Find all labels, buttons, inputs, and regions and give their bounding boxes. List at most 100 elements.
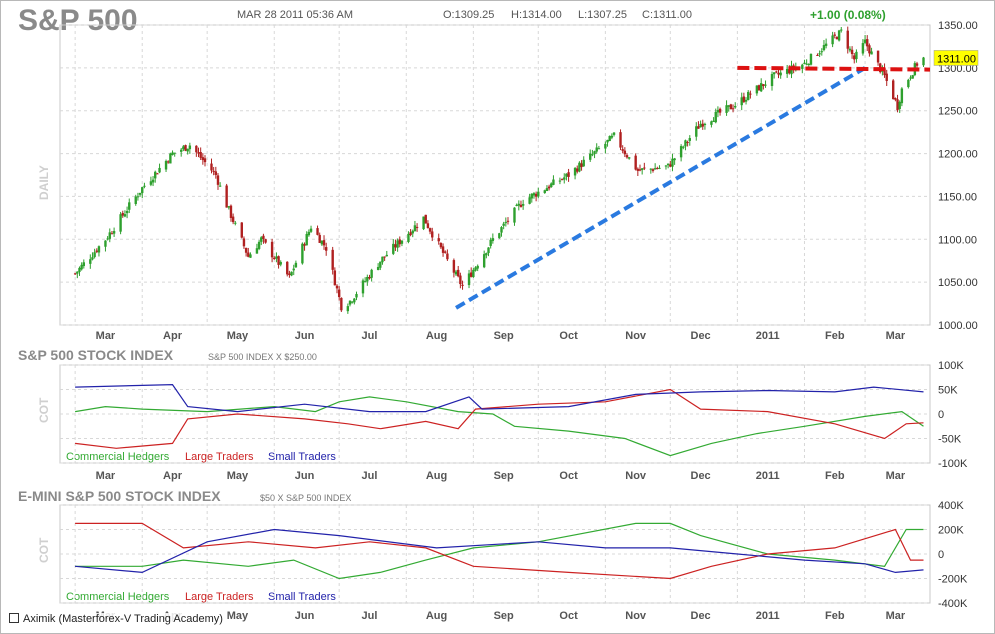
candle-body <box>610 135 614 138</box>
candle-body <box>195 145 198 153</box>
y-tick-label: 1300.00 <box>938 63 978 75</box>
candle-body <box>454 271 458 275</box>
candle-body <box>747 91 750 101</box>
candle-body <box>909 77 912 79</box>
candle-body <box>900 88 904 104</box>
candle-body <box>335 285 339 289</box>
candle-body <box>108 232 111 239</box>
candle-body <box>459 275 462 285</box>
candle-body <box>515 204 518 206</box>
x-tick-label: Mar <box>886 330 906 342</box>
candle-body <box>309 228 313 232</box>
candle-body <box>411 230 414 234</box>
candle-body <box>729 104 733 110</box>
x-tick-label: Aug <box>426 610 447 622</box>
candle-body <box>350 301 354 303</box>
x-tick-label: May <box>227 610 249 622</box>
candle-body <box>89 259 92 264</box>
candle-body <box>156 173 159 175</box>
candle-body <box>270 241 274 258</box>
candle-body <box>457 269 460 277</box>
candle-body <box>467 273 471 286</box>
candle-body <box>316 228 319 235</box>
candle-body <box>550 183 553 188</box>
candle-body <box>727 105 730 107</box>
candle-body <box>534 193 538 197</box>
candle-body <box>640 168 644 171</box>
candle-body <box>608 136 611 142</box>
candle-body <box>288 273 291 276</box>
candle-body <box>173 152 176 154</box>
candle-body <box>424 214 427 224</box>
candle-body <box>407 233 410 243</box>
candle-body <box>257 241 261 249</box>
x-tick-label: Apr <box>163 470 183 482</box>
last-price-tag <box>933 50 979 66</box>
candle-body <box>521 203 525 206</box>
cot-series-small-traders <box>75 528 924 574</box>
x-tick-label: Dec <box>691 470 711 482</box>
candle-body <box>392 243 395 254</box>
candle-body <box>621 149 624 151</box>
candle-body <box>340 297 343 311</box>
resistance-line <box>737 65 931 72</box>
x-tick-label: Nov <box>625 610 647 622</box>
candle-body <box>749 93 752 95</box>
candle-body <box>807 63 811 65</box>
x-tick-label: Nov <box>625 470 647 482</box>
candle-body <box>634 155 637 170</box>
candle-body <box>684 140 687 147</box>
x-tick-label: Mar <box>886 470 906 482</box>
candle-body <box>121 213 124 216</box>
candle-body <box>264 239 267 243</box>
y-tick-label: 200K <box>938 525 964 537</box>
candle-body <box>188 145 192 150</box>
candle-body <box>119 214 122 232</box>
candle-body <box>820 51 823 53</box>
x-tick-label: Aug <box>426 330 447 342</box>
x-tick-label: Jul <box>362 470 378 482</box>
candle-body <box>513 207 516 223</box>
x-tick-label: Feb <box>825 470 845 482</box>
cot-panel2-subtitle: $50 X S&P 500 INDEX <box>260 493 352 503</box>
candle-body <box>141 187 144 194</box>
candle-body <box>112 231 116 234</box>
y-tick-label: 1100.00 <box>938 234 977 246</box>
close-value: C:1311.00 <box>642 9 692 21</box>
candle-body <box>123 214 127 217</box>
candle-body <box>134 196 137 204</box>
candle-body <box>305 234 308 246</box>
candle-body <box>376 266 380 270</box>
candle-body <box>519 204 523 207</box>
x-tick-label: Oct <box>559 330 578 342</box>
candle-body <box>805 63 808 65</box>
y-tick-label: 1250.00 <box>938 106 978 118</box>
candle-body <box>619 132 622 148</box>
candle-body <box>292 268 295 271</box>
candle-body <box>104 240 107 247</box>
candle-body <box>275 256 278 259</box>
candle-body <box>545 188 549 192</box>
candle-body <box>400 240 404 244</box>
candle-body <box>653 168 657 170</box>
candle-body <box>779 72 782 76</box>
cot-series-large-traders <box>75 522 924 580</box>
candle-body <box>762 84 765 87</box>
candle-body <box>138 192 142 195</box>
x-tick-label: Mar <box>96 470 116 482</box>
candle-body <box>461 284 464 286</box>
x-tick-label: Mar <box>886 610 906 622</box>
candle-body <box>348 300 352 305</box>
legend-large-traders-1: Large Traders <box>185 451 254 463</box>
candle-body <box>199 152 202 158</box>
candle-body <box>491 238 495 241</box>
candle-body <box>915 63 919 66</box>
candle-body <box>710 121 713 125</box>
candle-body <box>725 105 728 113</box>
x-tick-label: Sep <box>494 330 514 342</box>
candle-body <box>398 239 401 245</box>
candle-body <box>186 148 189 152</box>
candle-body <box>742 96 746 102</box>
